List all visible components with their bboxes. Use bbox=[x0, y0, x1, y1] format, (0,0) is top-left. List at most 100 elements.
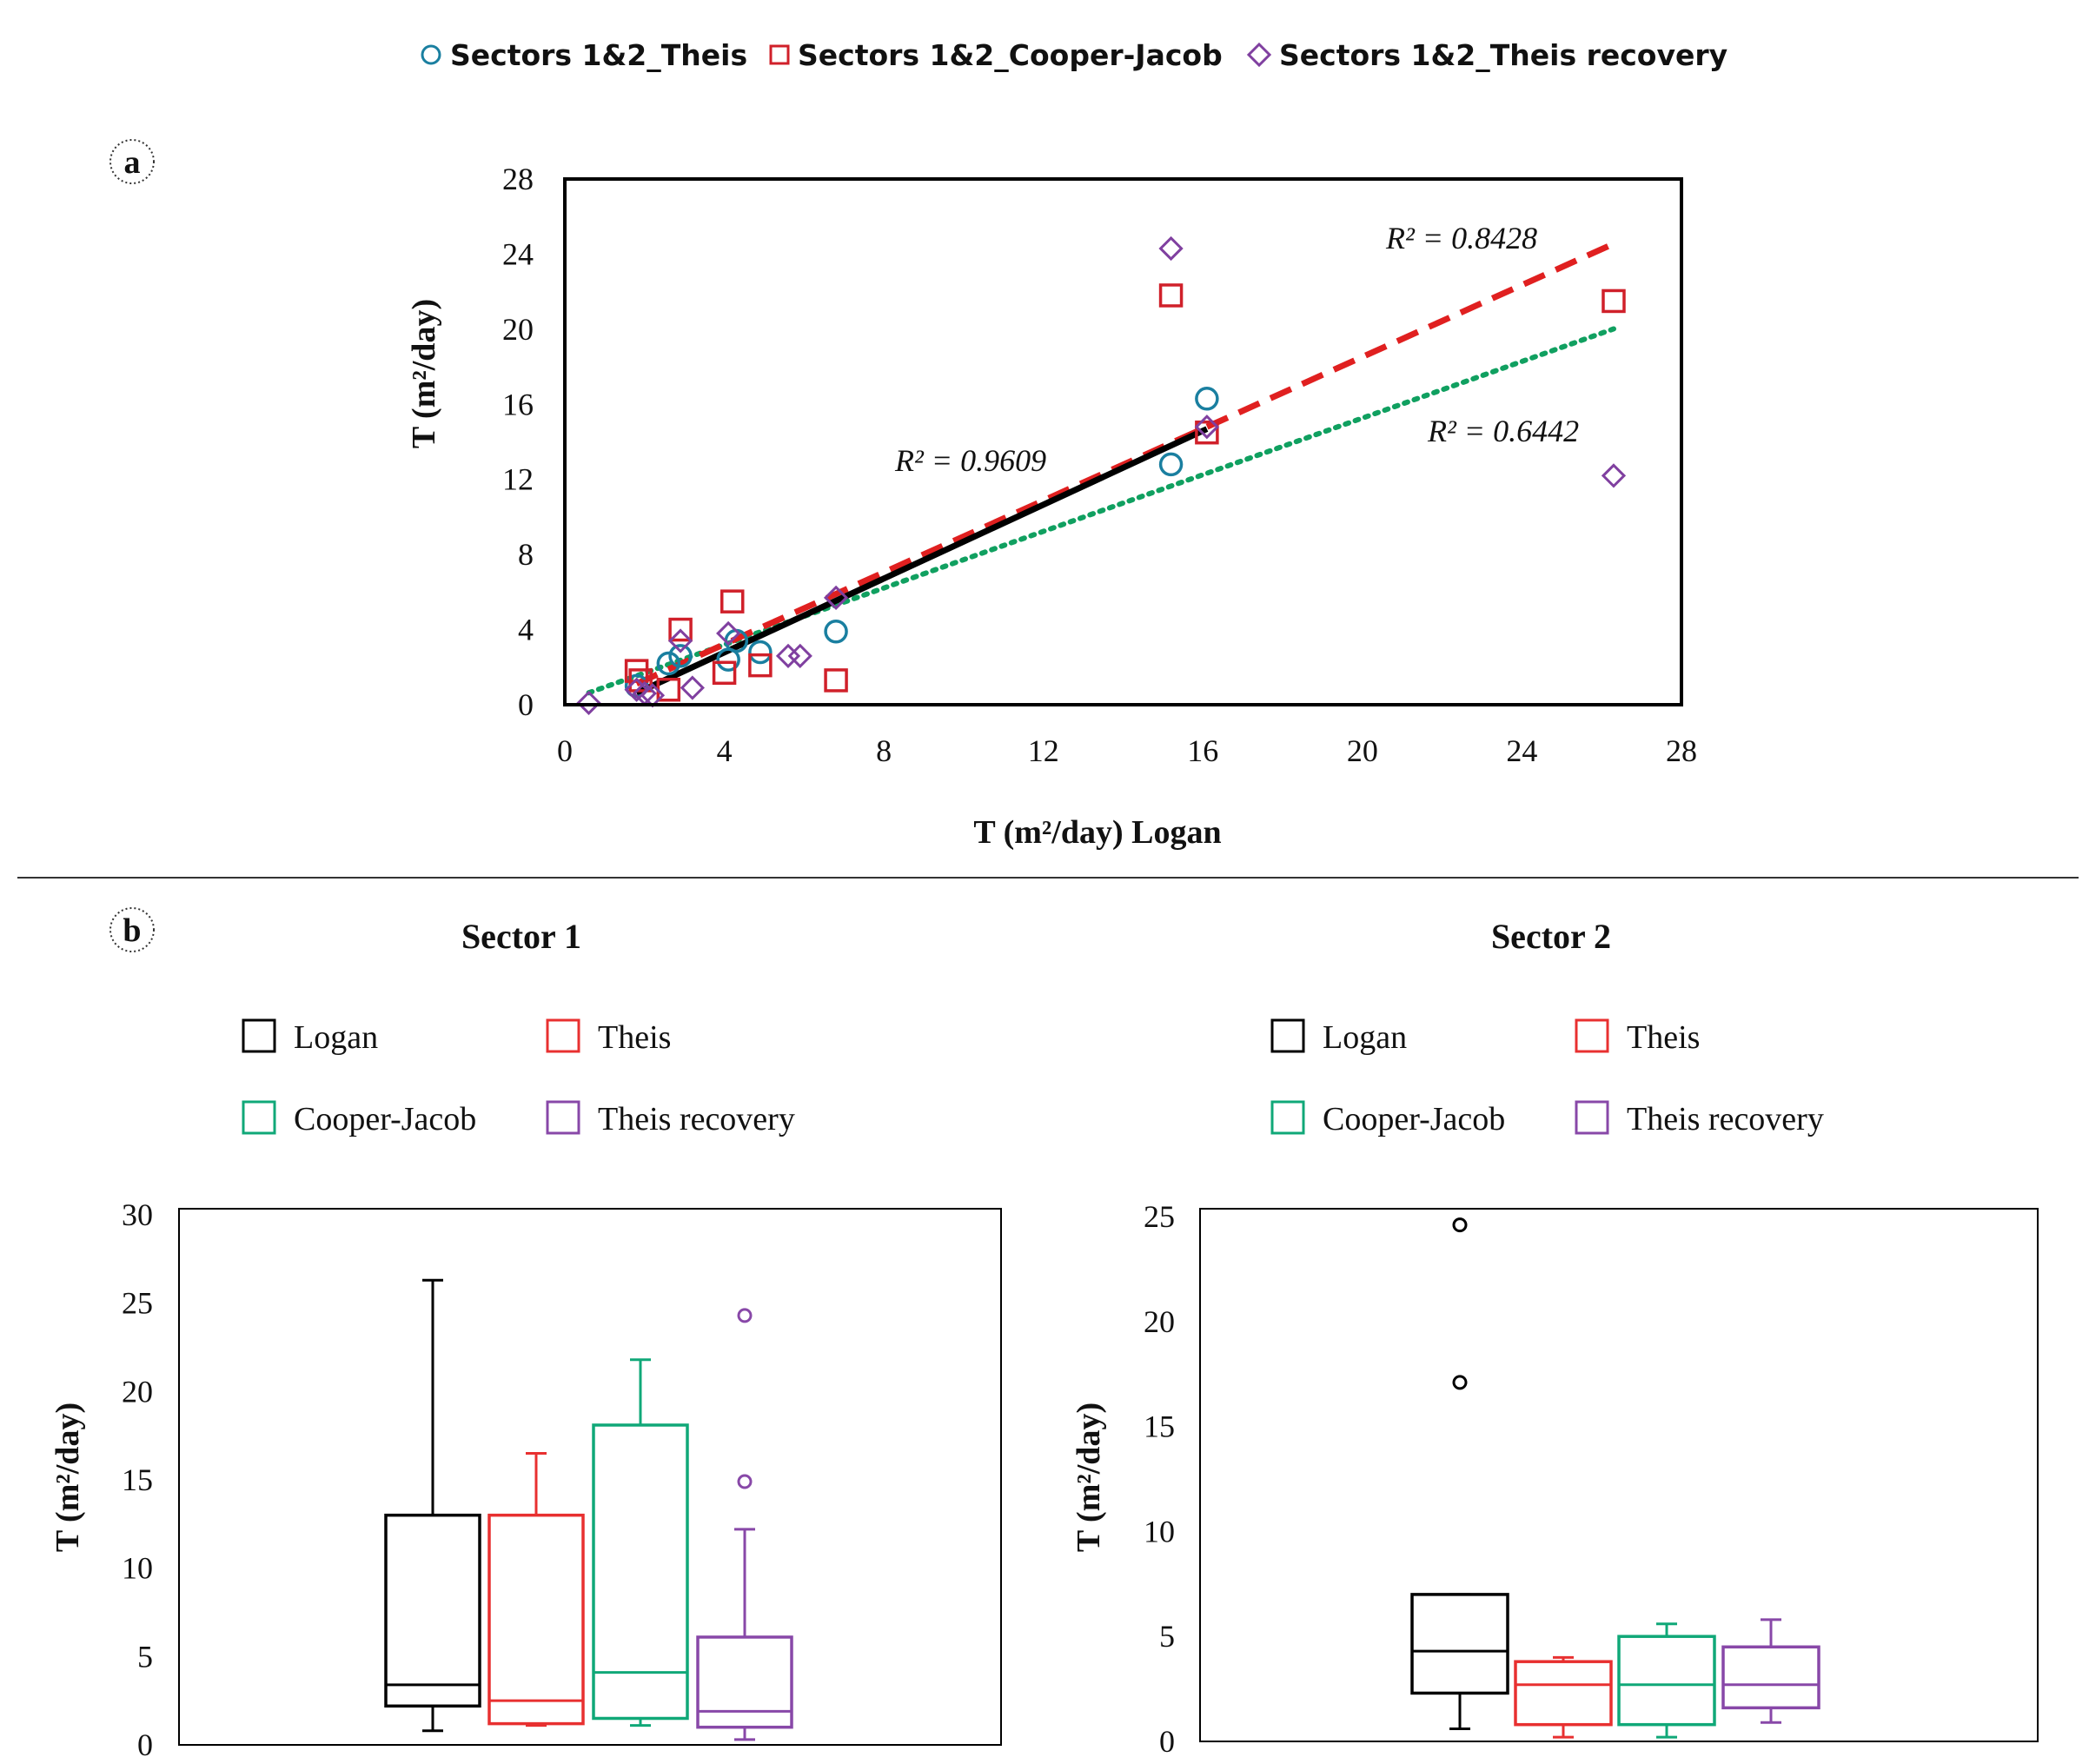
point-theis-recovery bbox=[680, 675, 705, 700]
iqr-box bbox=[1617, 1635, 1716, 1727]
y-tick-label: 15 bbox=[1144, 1409, 1175, 1444]
iqr-box bbox=[1514, 1660, 1613, 1727]
y-tick-label: 12 bbox=[502, 462, 534, 497]
point-theis bbox=[1195, 387, 1219, 411]
point-theis-recovery bbox=[716, 620, 741, 647]
y-tick-label: 10 bbox=[122, 1551, 153, 1586]
x-tick-label: 20 bbox=[1347, 733, 1378, 768]
point-cooper-jacob bbox=[668, 617, 693, 642]
y-tick-label: 4 bbox=[518, 613, 534, 647]
point-cooper-jacob bbox=[720, 589, 745, 613]
legend-marker-cooper-jacob bbox=[769, 44, 790, 65]
legend-marker-theis bbox=[421, 44, 441, 65]
iqr-box bbox=[1721, 1645, 1820, 1710]
y-tick-label: 15 bbox=[122, 1462, 153, 1497]
scatter-marks bbox=[576, 235, 1627, 715]
r2-label-theis-recovery: R² = 0.6442 bbox=[1427, 414, 1579, 448]
legend-label-theis-recovery: Theis recovery bbox=[1627, 1101, 1824, 1137]
y-tick-label: 5 bbox=[137, 1639, 153, 1674]
point-theis-recovery bbox=[576, 690, 601, 715]
r2-label-theis: R² = 0.9609 bbox=[894, 443, 1046, 478]
legend-label-logan: Logan bbox=[1323, 1019, 1407, 1056]
scatter-y-axis-label: T (m²/day) bbox=[406, 299, 442, 448]
y-tick-label: 8 bbox=[518, 537, 534, 572]
point-theis bbox=[656, 651, 681, 676]
point-cooper-jacob bbox=[1195, 420, 1219, 445]
box-theis bbox=[1514, 1655, 1613, 1739]
legend-label-cooper-jacob: Cooper-Jacob bbox=[294, 1101, 476, 1137]
sector-2-boxes bbox=[1410, 1217, 1820, 1739]
box-logan bbox=[384, 1278, 481, 1733]
legend-swatch-logan bbox=[242, 1018, 276, 1053]
point-theis-recovery bbox=[1158, 235, 1184, 262]
legend-swatch-cooper-jacob bbox=[242, 1100, 276, 1135]
legend-label-theis: Theis bbox=[598, 1019, 671, 1056]
legend-label-cooper-jacob: Sectors 1&2_Cooper-Jacob bbox=[798, 38, 1223, 72]
x-tick-label: 4 bbox=[717, 733, 733, 768]
legend-swatch-theis-recovery bbox=[1575, 1100, 1609, 1135]
sector-2-title: Sector 2 bbox=[1491, 917, 1611, 956]
iqr-box bbox=[1410, 1593, 1509, 1695]
x-tick-label: 16 bbox=[1187, 733, 1218, 768]
y-tick-label: 16 bbox=[502, 387, 534, 421]
y-tick-label: 10 bbox=[1144, 1514, 1175, 1548]
point-theis bbox=[824, 619, 848, 644]
legend-swatch-cooper-jacob bbox=[1270, 1100, 1305, 1135]
y-tick-label: 30 bbox=[122, 1197, 153, 1232]
y-tick-label: 25 bbox=[122, 1286, 153, 1321]
legend-swatch-theis bbox=[1575, 1018, 1609, 1053]
y-tick-label: 20 bbox=[502, 312, 534, 347]
scatter-y-ticks: 0 4 8 12 16 20 24 28 bbox=[502, 162, 534, 722]
outlier-point bbox=[737, 1474, 753, 1489]
r2-label-cooper-jacob: R² = 0.8428 bbox=[1385, 221, 1537, 255]
outlier-point bbox=[737, 1308, 753, 1323]
outlier-point bbox=[1452, 1217, 1468, 1233]
box-cooper-jacob bbox=[1617, 1622, 1716, 1739]
point-cooper-jacob bbox=[712, 660, 737, 686]
x-tick-label: 0 bbox=[557, 733, 573, 768]
point-theis-recovery bbox=[1601, 463, 1627, 488]
sector-1-boxes bbox=[384, 1278, 793, 1741]
box-theis-recovery bbox=[696, 1308, 793, 1741]
legend-swatch-theis bbox=[546, 1018, 580, 1053]
legend-label-theis-recovery: Theis recovery bbox=[598, 1101, 795, 1137]
point-theis-recovery bbox=[1194, 414, 1220, 440]
point-theis bbox=[1158, 452, 1184, 477]
legend-label-cooper-jacob: Cooper-Jacob bbox=[1323, 1101, 1505, 1137]
legend-swatch-theis-recovery bbox=[546, 1100, 580, 1135]
point-theis-recovery bbox=[624, 677, 649, 702]
point-cooper-jacob bbox=[824, 668, 848, 693]
sector-2-y-axis-label: T (m²/day) bbox=[1071, 1403, 1107, 1552]
y-tick-label: 28 bbox=[502, 162, 534, 196]
y-tick-label: 0 bbox=[137, 1728, 153, 1762]
boxplot-sector-2: Sector 2 Logan Theis Cooper-Jacob Theis … bbox=[1071, 917, 2039, 1759]
trendline-theis-recovery bbox=[586, 326, 1616, 696]
iqr-box bbox=[384, 1513, 481, 1708]
scatter-x-axis-label: T (m²/day) Logan bbox=[973, 814, 1221, 851]
sector-2-legend: Logan Theis Cooper-Jacob Theis recovery bbox=[1270, 1018, 1824, 1137]
x-tick-label: 24 bbox=[1506, 733, 1537, 768]
y-tick-label: 25 bbox=[1144, 1199, 1175, 1234]
point-theis-recovery bbox=[787, 643, 812, 668]
point-cooper-jacob bbox=[748, 653, 773, 678]
boxplot-sector-1: Sector 1 Logan Theis Cooper-Jacob Theis … bbox=[50, 917, 1002, 1762]
point-theis-recovery bbox=[775, 643, 801, 668]
scatter-plot-frame bbox=[563, 177, 1683, 706]
box-cooper-jacob bbox=[592, 1358, 689, 1728]
sector-2-plot-frame bbox=[1199, 1208, 2039, 1742]
box-theis-recovery bbox=[1721, 1618, 1820, 1724]
legend-swatch-logan bbox=[1270, 1018, 1305, 1053]
y-tick-label: 0 bbox=[518, 687, 534, 722]
scatter-x-ticks: 0 4 8 12 16 20 24 28 bbox=[557, 733, 1697, 768]
svg-text:a: a bbox=[124, 144, 141, 181]
legend-label-logan: Logan bbox=[294, 1019, 378, 1056]
x-tick-label: 12 bbox=[1028, 733, 1059, 768]
x-tick-label: 8 bbox=[876, 733, 892, 768]
sector-1-y-axis-label: T (m²/day) bbox=[50, 1403, 86, 1552]
y-tick-label: 24 bbox=[502, 236, 534, 271]
sector-1-title: Sector 1 bbox=[461, 917, 581, 956]
scatter-legend: Sectors 1&2_Theis Sectors 1&2_Cooper-Jac… bbox=[421, 38, 1728, 72]
legend-label-theis-recovery: Sectors 1&2_Theis recovery bbox=[1279, 38, 1728, 72]
legend-label-theis: Theis bbox=[1627, 1019, 1700, 1056]
